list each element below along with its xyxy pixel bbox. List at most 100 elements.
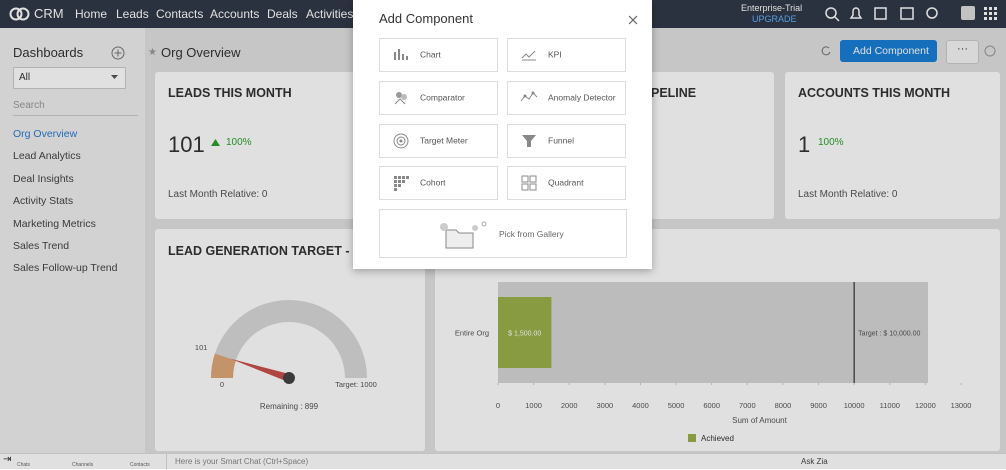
up-arrow (211, 139, 220, 146)
kpi-card: ACCOUNTS THIS MONTH 1 100% Last Month Re… (785, 72, 1000, 219)
sidebar-item[interactable]: Deal Insights (13, 172, 74, 185)
x-tick-label: 10000 (844, 401, 865, 410)
x-tick-label: 5000 (668, 401, 685, 410)
button-label: Add Component (853, 45, 929, 57)
footer-tab[interactable]: Chats (17, 462, 31, 468)
brand[interactable]: CRM (34, 6, 64, 21)
item-icon (394, 92, 407, 105)
item-icon (394, 49, 408, 60)
x-tick-label: 3000 (597, 401, 614, 410)
sidebar-item[interactable]: Marketing Metrics (13, 217, 96, 230)
component-item[interactable]: Comparator (379, 81, 498, 115)
footer-tab[interactable]: Contacts (130, 462, 150, 468)
gauge-value-label: 101 (195, 343, 208, 352)
x-tick-label: 11000 (880, 401, 900, 410)
nav-icons (825, 6, 997, 22)
legend-label: Achieved (701, 434, 734, 443)
component-item[interactable]: Chart (379, 38, 498, 72)
x-tick-label: 6000 (703, 401, 720, 410)
nav-tab[interactable]: Accounts (210, 7, 260, 21)
component-item[interactable]: Target Meter (379, 124, 498, 158)
x-tick-label: 1000 (525, 401, 542, 410)
ask-zia[interactable]: Ask Zia (801, 457, 828, 466)
gauge-value (211, 353, 236, 378)
item-label: Quadrant (548, 177, 584, 188)
bar (498, 297, 552, 368)
x-tick-label: 0 (496, 401, 500, 410)
item-label: Anomaly Detector (548, 92, 616, 103)
x-tick-label: 9000 (810, 401, 827, 410)
component-item[interactable]: Anomaly Detector (507, 81, 626, 115)
item-label: Target Meter (420, 135, 468, 146)
more-button[interactable]: ··· (946, 40, 979, 64)
search-input[interactable]: Search (13, 100, 45, 111)
component-item[interactable]: KPI (507, 38, 626, 72)
component-item[interactable]: Cohort (379, 166, 498, 200)
x-tick-label: 8000 (775, 401, 792, 410)
refresh-icon[interactable] (820, 45, 832, 57)
filter-select[interactable]: All (13, 67, 126, 89)
panel-title: LEAD GENERATION TARGET - THI (168, 244, 374, 258)
item-label: Chart (420, 49, 441, 60)
x-tick-label: 7000 (739, 401, 756, 410)
filter-value: All (19, 72, 31, 83)
nav-tab[interactable]: Leads (116, 7, 149, 21)
bar-chart: 0 1000 2000 3000 4000 5000 6000 7000 8000 9000 100… (455, 282, 972, 443)
item-icon (521, 50, 536, 61)
component-item[interactable]: Funnel (507, 124, 626, 158)
item-label: Funnel (548, 135, 574, 146)
x-tick-label: 2000 (561, 401, 578, 410)
target-label: Target : $ 10,000.00 (858, 331, 920, 338)
value-label: $ 1,500.00 (508, 331, 541, 338)
card-change: 100% (226, 137, 252, 148)
card-change: 100% (818, 137, 844, 148)
gallery-button[interactable]: Pick from Gallery (379, 209, 627, 258)
help-icon[interactable] (984, 45, 996, 57)
gauge: 101 0 Target: 1000 Remaining : 899 (195, 300, 377, 411)
sidebar-item[interactable]: Org Overview (13, 128, 78, 140)
nav-tab[interactable]: Contacts (156, 7, 204, 21)
needle-hub (283, 372, 295, 384)
item-label: KPI (548, 49, 562, 60)
y-tick-label: Entire Org (455, 329, 489, 338)
gallery-label: Pick from Gallery (499, 229, 564, 239)
item-icon (393, 133, 409, 149)
gauge-target-label: Target: 1000 (335, 380, 377, 389)
x-tick-label: 12000 (915, 401, 936, 410)
item-icon (521, 175, 537, 191)
footer-tab[interactable]: Channels (72, 462, 94, 468)
add-component-button[interactable]: Add Component (840, 40, 937, 62)
sidebar-item[interactable]: Activity Stats (13, 195, 74, 208)
item-icon (520, 91, 538, 102)
plan: Enterprise-Trial (741, 3, 803, 13)
item-icon (394, 176, 409, 191)
card-title: ACCOUNTS THIS MONTH (798, 86, 951, 100)
card-title: PELINE (651, 86, 697, 100)
chat-input[interactable]: Here is your Smart Chat (Ctrl+Space) (175, 457, 309, 466)
nav-tab[interactable]: Deals (267, 7, 298, 21)
x-tick-label: 4000 (632, 401, 649, 410)
bottom-bar: ⇥ Chats Channels Contacts Here is your S… (0, 453, 1006, 470)
modal: Add Component Chart KPI Comparator Anomaly … (353, 0, 652, 269)
modal-title: Add Component (379, 11, 473, 26)
item-icon (522, 135, 536, 147)
gallery-icon (440, 221, 487, 249)
sidebar-item[interactable]: Sales Trend (13, 240, 70, 252)
logo (9, 7, 30, 21)
nav-tab[interactable]: Activities (306, 7, 354, 21)
sidebar-item[interactable]: Sales Follow-up Trend (13, 262, 118, 275)
close-button[interactable] (628, 15, 638, 25)
sidebar-item[interactable]: Lead Analytics (13, 150, 81, 163)
x-axis-title: Sum of Amount (732, 416, 787, 425)
star[interactable]: ★ (148, 47, 157, 58)
nav-tab[interactable]: Home (75, 7, 108, 21)
item-label: Cohort (420, 177, 446, 188)
sidebar-title: Dashboards (13, 45, 84, 60)
component-item[interactable]: Quadrant (507, 166, 626, 200)
collapse-icon[interactable]: ⇥ (3, 454, 12, 465)
add-icon[interactable] (110, 45, 126, 61)
upgrade[interactable]: UPGRADE (752, 14, 797, 24)
legend-swatch (688, 434, 696, 442)
x-tick-label: 13000 (951, 401, 972, 410)
